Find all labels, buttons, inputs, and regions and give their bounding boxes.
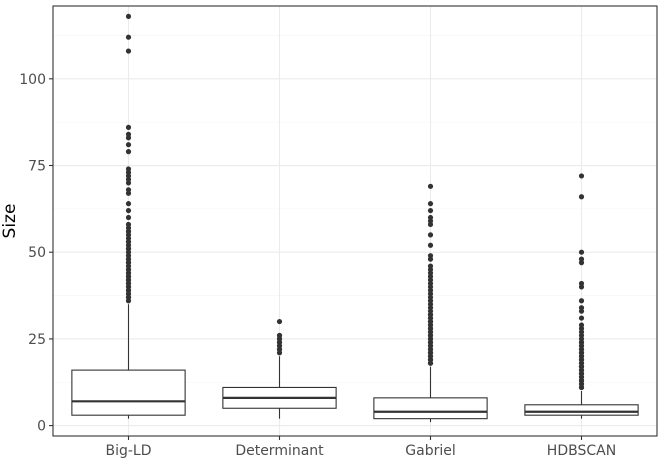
x-axis: Big-LD Determinant Gabriel HDBSCAN (105, 436, 616, 459)
outlier-point (125, 13, 132, 20)
outlier-point (125, 166, 132, 172)
outlier-point (578, 280, 585, 287)
outlier-point (125, 201, 132, 207)
outlier-point (578, 315, 585, 321)
y-tick-label: 100 (19, 72, 46, 88)
box-big-ld (71, 13, 186, 419)
outlier-point (125, 34, 132, 40)
outlier-point (125, 207, 132, 214)
outlier-point (125, 131, 132, 137)
outlier-point (125, 214, 132, 221)
outlier-point (578, 249, 585, 255)
outlier-point (125, 48, 132, 54)
y-tick-label: 75 (28, 159, 46, 175)
outlier-point (125, 142, 132, 148)
box-gabriel (373, 183, 488, 423)
outlier-point (578, 322, 585, 328)
outlier-point (427, 183, 434, 189)
box-hdbscan (524, 173, 639, 419)
x-tick-label: HDBSCAN (547, 443, 616, 459)
iqr-box (71, 369, 186, 416)
outlier-point (125, 187, 132, 193)
outlier-point (427, 207, 434, 214)
x-tick-label: Determinant (235, 443, 324, 459)
y-axis: 0 25 50 75 100 (19, 72, 53, 435)
outlier-point (578, 298, 585, 304)
iqr-box (524, 404, 639, 416)
panel-border (52, 5, 658, 437)
outlier-point (276, 318, 283, 325)
box-determinant (222, 318, 337, 419)
boxplot-series (71, 13, 639, 423)
x-tick-label: Big-LD (105, 443, 151, 459)
outlier-point (276, 332, 283, 339)
y-tick-label: 25 (28, 332, 46, 348)
x-tick-label: Gabriel (405, 443, 455, 459)
outlier-point (427, 232, 434, 238)
iqr-box (373, 397, 488, 420)
outlier-point (427, 201, 434, 207)
y-tick-label: 0 (37, 419, 46, 435)
outlier-point (125, 124, 132, 130)
outlier-point (578, 256, 585, 262)
y-axis-title: Size (0, 204, 20, 239)
outlier-point (427, 214, 434, 221)
y-tick-label: 50 (28, 245, 46, 261)
outlier-point (427, 253, 434, 259)
outlier-point (427, 263, 434, 269)
outlier-point (578, 194, 585, 200)
outlier-point (578, 305, 585, 311)
outlier-point (427, 242, 434, 248)
outlier-point (578, 173, 585, 179)
outlier-point (125, 221, 132, 228)
outlier-point (125, 149, 132, 155)
minor-gridlines (53, 35, 657, 383)
